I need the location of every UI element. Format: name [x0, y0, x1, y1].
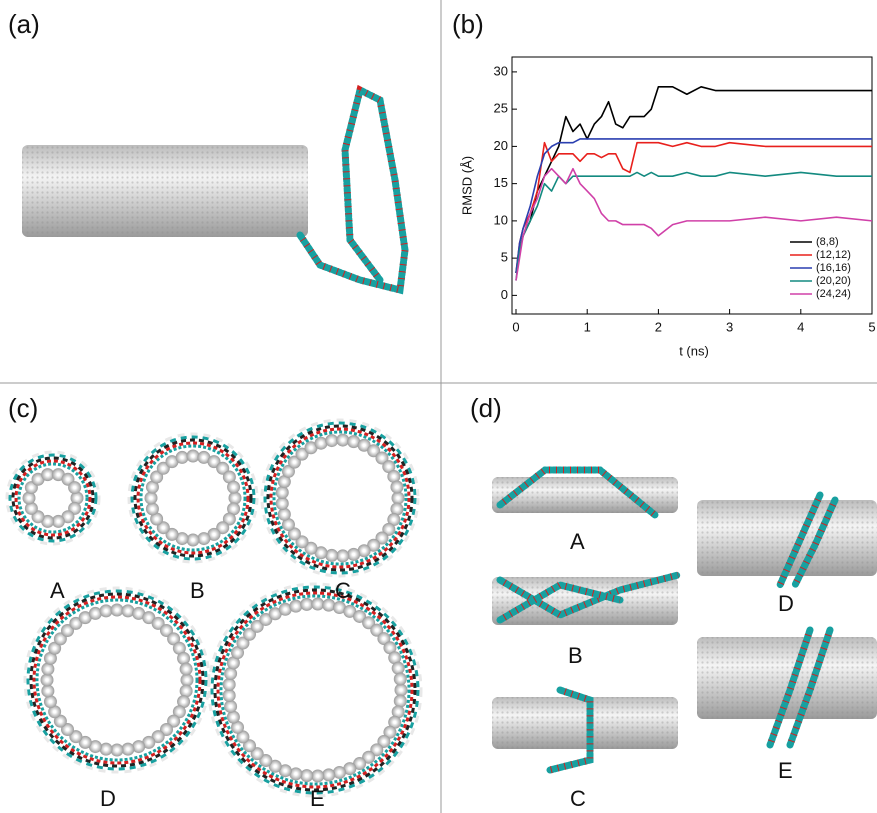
carbon-atom — [333, 766, 346, 779]
y-tick-label: 25 — [494, 101, 508, 116]
x-tick-label: 4 — [797, 319, 804, 334]
carbon-atom — [300, 769, 313, 782]
x-tick-label: 0 — [512, 319, 519, 334]
polymer-ring — [209, 584, 421, 796]
carbon-atom — [322, 599, 335, 612]
carbon-atom — [223, 678, 236, 691]
x-tick-label: 3 — [726, 319, 733, 334]
structure-label: B — [568, 643, 583, 668]
carbon-atom — [227, 481, 240, 494]
carbon-atom — [278, 508, 291, 521]
structure-label: B — [190, 578, 205, 603]
carbon-atom — [394, 694, 407, 707]
carbon-atom — [394, 673, 407, 686]
y-tick-label: 10 — [494, 212, 508, 227]
legend-label: (20,20) — [816, 275, 851, 287]
carbon-atom — [336, 434, 349, 447]
carbon-atom — [392, 492, 405, 505]
carbon-atom — [347, 548, 360, 561]
polymer — [300, 90, 405, 290]
x-tick-label: 2 — [655, 319, 662, 334]
polymer-ring — [268, 426, 412, 570]
x-tick-label: 5 — [868, 319, 875, 334]
carbon-atom — [311, 598, 324, 611]
polymer-ring — [31, 594, 203, 766]
legend-label: (8,8) — [816, 236, 839, 248]
carbon-atom — [180, 663, 193, 676]
nanotube-texture — [492, 697, 678, 749]
nanotube-texture — [22, 145, 308, 237]
y-tick-label: 0 — [501, 287, 508, 302]
legend-label: (16,16) — [816, 262, 851, 274]
polymer-ring — [34, 597, 200, 763]
panel-label: (b) — [452, 9, 484, 39]
polymer-ring — [28, 591, 206, 769]
legend-label: (24,24) — [816, 288, 851, 300]
panel-label: (c) — [8, 393, 38, 423]
polymer-ring — [215, 590, 415, 790]
structure-label: E — [778, 758, 793, 783]
carbon-atom — [390, 481, 403, 494]
y-tick-label: 30 — [494, 63, 508, 78]
structure-label: D — [778, 591, 794, 616]
y-axis-label: RMSD (Å) — [459, 156, 474, 215]
polymer-ring — [218, 593, 412, 787]
structure-label: A — [570, 529, 585, 554]
panel-label: (d) — [470, 393, 502, 423]
polymer-ring — [7, 452, 99, 544]
structure-label: C — [570, 786, 586, 811]
structure-label: A — [50, 578, 65, 603]
y-tick-label: 5 — [501, 250, 508, 265]
carbon-atom — [224, 700, 237, 713]
x-tick-label: 1 — [584, 319, 591, 334]
polymer-ring — [212, 587, 418, 793]
structure-label: D — [100, 786, 116, 811]
y-tick-label: 15 — [494, 175, 508, 190]
y-tick-label: 20 — [494, 138, 508, 153]
polymer-ring — [221, 596, 409, 784]
molecular-graphics — [7, 90, 877, 796]
panel-label: (a) — [8, 9, 40, 39]
carbon-atom — [392, 662, 405, 675]
polymer-ring — [274, 432, 406, 564]
carbon-atom — [68, 481, 81, 494]
structure-label: C — [335, 578, 351, 603]
structure-label: E — [310, 786, 325, 811]
carbon-atom — [276, 486, 289, 499]
legend-label: (12,12) — [816, 249, 851, 261]
rmsd-plot: 0 5 10 15 20 25 30 0 1 2 3 4 5 t (ns) RMSD (Å) (8,8)(12… — [459, 57, 875, 358]
polymer-ring — [271, 429, 409, 567]
carbon-atom — [289, 600, 302, 613]
polymer-ring — [37, 600, 197, 760]
figure: (a) (b) (c) (d) A B C D E A B C D E 0510… — [0, 0, 877, 813]
carbon-atom — [322, 768, 335, 781]
x-axis-label: t (ns) — [679, 343, 709, 358]
